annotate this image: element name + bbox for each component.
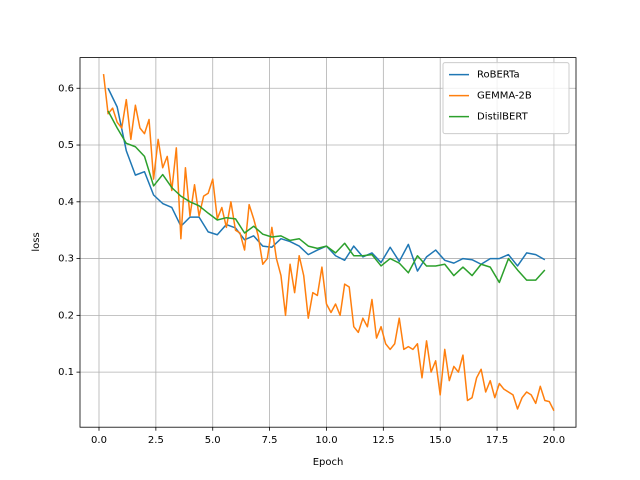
x-tick-label: 17.5 (486, 435, 508, 446)
y-tick-label: 0.2 (58, 310, 74, 321)
y-axis-label: loss (31, 232, 42, 251)
x-tick-label: 12.5 (372, 435, 394, 446)
y-tick-label: 0.5 (58, 140, 74, 151)
x-tick-label: 20.0 (543, 435, 565, 446)
y-tick-label: 0.1 (58, 367, 74, 378)
x-tick-label: 7.5 (262, 435, 278, 446)
y-tick-label: 0.6 (58, 83, 74, 94)
x-tick-label: 2.5 (148, 435, 164, 446)
legend-box (442, 62, 570, 135)
plot-frame (79, 57, 577, 428)
series-line (107, 110, 546, 284)
x-axis-label: Epoch (313, 457, 344, 468)
y-tick-label: 0.3 (58, 254, 74, 265)
legend-label: DistilBERT (477, 112, 529, 123)
x-tick-label: 5.0 (205, 435, 221, 446)
legend-label: GEMMA-2B (477, 91, 532, 102)
x-tick-label: 15.0 (429, 435, 451, 446)
x-tick-label: 0.0 (91, 435, 107, 446)
y-tick-label: 0.4 (58, 197, 74, 208)
legend-label: RoBERTa (477, 70, 520, 81)
x-tick-label: 10.0 (315, 435, 337, 446)
